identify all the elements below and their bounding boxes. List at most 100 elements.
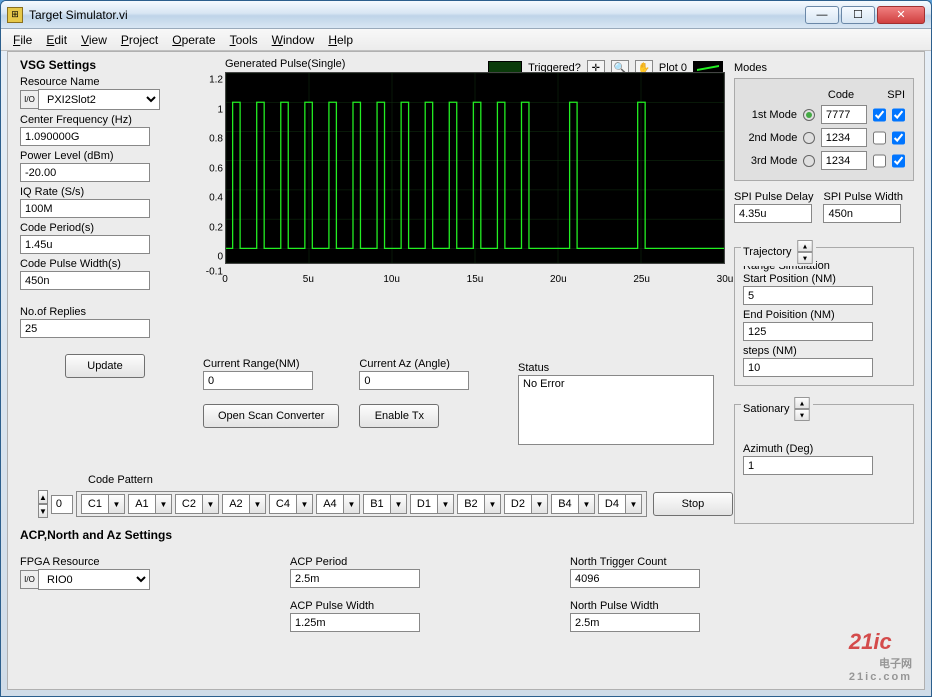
pattern-cell-input[interactable] [316,494,344,514]
maximize-button[interactable]: ☐ [841,6,875,24]
replies-input[interactable] [20,319,150,338]
mode-enable-checkbox[interactable] [873,154,886,168]
pattern-index-stepper[interactable]: ▲ ▼ [38,490,48,518]
pattern-cell[interactable]: ▼ [175,494,219,514]
vsg-settings: VSG Settings Resource Name I/O PXI2Slot2… [20,58,190,378]
pattern-cell[interactable]: ▼ [410,494,454,514]
pattern-index[interactable] [51,495,73,514]
menu-tools[interactable]: Tools [224,31,264,49]
menu-view[interactable]: View [75,31,113,49]
titlebar[interactable]: ⊞ Target Simulator.vi — ☐ ✕ [1,1,931,29]
chevron-down-icon[interactable]: ▼ [438,494,454,514]
chevron-down-icon[interactable]: ▼ [391,494,407,514]
mode-code-input[interactable] [821,151,867,170]
chevron-down-icon[interactable]: ▼ [297,494,313,514]
mode-label: 1st Mode [743,109,797,121]
app-window: ⊞ Target Simulator.vi — ☐ ✕ File Edit Vi… [0,0,932,697]
chevron-down-icon[interactable]: ▼ [579,494,595,514]
menu-file[interactable]: File [7,31,38,49]
menu-operate[interactable]: Operate [166,31,221,49]
chevron-down-icon[interactable]: ▼ [38,504,48,518]
chevron-down-icon[interactable]: ▼ [344,494,360,514]
power-level-input[interactable] [20,163,150,182]
menu-help[interactable]: Help [322,31,359,49]
chevron-down-icon[interactable]: ▼ [156,494,172,514]
current-az-input[interactable] [359,371,469,390]
chart-y-axis: -0.100.20.40.60.811.2 [203,80,225,272]
mode-enable-checkbox[interactable] [873,108,886,122]
code-period-input[interactable] [20,235,150,254]
chevron-down-icon[interactable]: ▼ [626,494,642,514]
mode-row: 3rd Mode [743,151,905,170]
acp-pw-input[interactable] [290,613,420,632]
resource-name-select[interactable]: PXI2Slot2 [38,89,160,110]
iq-rate-input[interactable] [20,199,150,218]
mode-indicator [803,109,815,121]
pattern-cell-input[interactable] [175,494,203,514]
trajectory-stepper[interactable]: ▲▼ [797,240,812,264]
chevron-up-icon[interactable]: ▲ [38,490,48,504]
center-freq-input[interactable] [20,127,150,146]
fpga-select[interactable]: RIO0 [38,569,150,590]
acp-period-input[interactable] [290,569,420,588]
azimuth-input[interactable] [743,456,873,475]
pattern-cell-input[interactable] [222,494,250,514]
start-pos-input[interactable] [743,286,873,305]
menubar: File Edit View Project Operate Tools Win… [1,29,931,51]
pattern-cell-input[interactable] [551,494,579,514]
menu-window[interactable]: Window [266,31,321,49]
code-period-label: Code Period(s) [20,222,190,234]
pattern-cell[interactable]: ▼ [316,494,360,514]
code-pattern-label: Code Pattern [88,474,728,486]
pattern-cell-input[interactable] [598,494,626,514]
chevron-down-icon[interactable]: ▼ [203,494,219,514]
chevron-down-icon[interactable]: ▼ [532,494,548,514]
current-range-input[interactable] [203,371,313,390]
pattern-cell[interactable]: ▼ [504,494,548,514]
chevron-down-icon[interactable]: ▼ [485,494,501,514]
spi-width-input[interactable] [823,204,901,223]
mode-enable-checkbox[interactable] [873,131,886,145]
pattern-cell-input[interactable] [410,494,438,514]
pattern-cell-input[interactable] [504,494,532,514]
chevron-down-icon[interactable]: ▼ [109,494,125,514]
end-pos-input[interactable] [743,322,873,341]
open-scan-converter-button[interactable]: Open Scan Converter [203,404,339,428]
pattern-cell-input[interactable] [128,494,156,514]
stationary-stepper[interactable]: ▲▼ [795,397,810,421]
code-pulse-width-input[interactable] [20,271,150,290]
chart-area: Generated Pulse(Single) Triggered? ✛ 🔍 ✋… [203,58,723,264]
modes-code-header: Code [820,89,863,101]
pattern-cell[interactable]: ▼ [222,494,266,514]
update-button[interactable]: Update [65,354,145,378]
north-trig-input[interactable] [570,569,700,588]
pattern-cell-input[interactable] [363,494,391,514]
north-pw-input[interactable] [570,613,700,632]
enable-tx-button[interactable]: Enable Tx [359,404,439,428]
mode-code-input[interactable] [821,128,867,147]
window-title: Target Simulator.vi [29,8,805,22]
pattern-cell[interactable]: ▼ [551,494,595,514]
pattern-cell[interactable]: ▼ [598,494,642,514]
close-button[interactable]: ✕ [877,6,925,24]
mode-spi-checkbox[interactable] [892,131,905,145]
pattern-cell[interactable]: ▼ [128,494,172,514]
pattern-cell-input[interactable] [269,494,297,514]
mode-spi-checkbox[interactable] [892,108,905,122]
pattern-cell[interactable]: ▼ [457,494,501,514]
steps-input[interactable] [743,358,873,377]
pattern-cell-input[interactable] [81,494,109,514]
pattern-cell[interactable]: ▼ [363,494,407,514]
pattern-cell[interactable]: ▼ [269,494,313,514]
chart-canvas[interactable] [225,72,725,264]
stop-button[interactable]: Stop [653,492,733,516]
mode-spi-checkbox[interactable] [892,154,905,168]
pattern-cell[interactable]: ▼ [81,494,125,514]
menu-project[interactable]: Project [115,31,164,49]
pattern-cell-input[interactable] [457,494,485,514]
menu-edit[interactable]: Edit [40,31,73,49]
spi-delay-input[interactable] [734,204,812,223]
mode-code-input[interactable] [821,105,867,124]
chevron-down-icon[interactable]: ▼ [250,494,266,514]
minimize-button[interactable]: — [805,6,839,24]
